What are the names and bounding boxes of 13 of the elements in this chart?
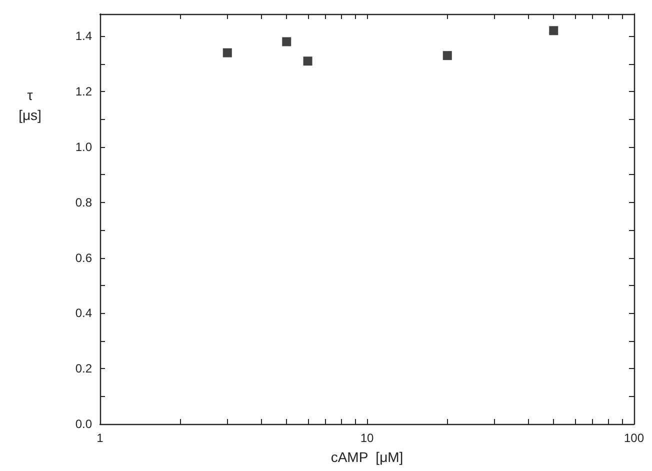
y-tick-label: 0.8 xyxy=(75,195,92,210)
y-axis-title: τ [μs] xyxy=(18,86,42,125)
x-tick-label: 10 xyxy=(360,431,374,445)
y-tick-label: 1.0 xyxy=(75,140,92,154)
y-tick-label: 1.2 xyxy=(75,84,92,99)
y-tick-label: 0.2 xyxy=(75,362,92,376)
y-tick-label: 0.6 xyxy=(75,250,92,265)
y-tick-label: 0.0 xyxy=(75,417,92,431)
y-tick-label: 0.4 xyxy=(75,306,92,320)
x-tick-label: 1 xyxy=(96,431,104,445)
x-axis-title: cAMP [μM] xyxy=(330,449,404,465)
x-tick-label: 100 xyxy=(624,431,644,445)
y-tick-label: 1.4 xyxy=(75,29,92,44)
